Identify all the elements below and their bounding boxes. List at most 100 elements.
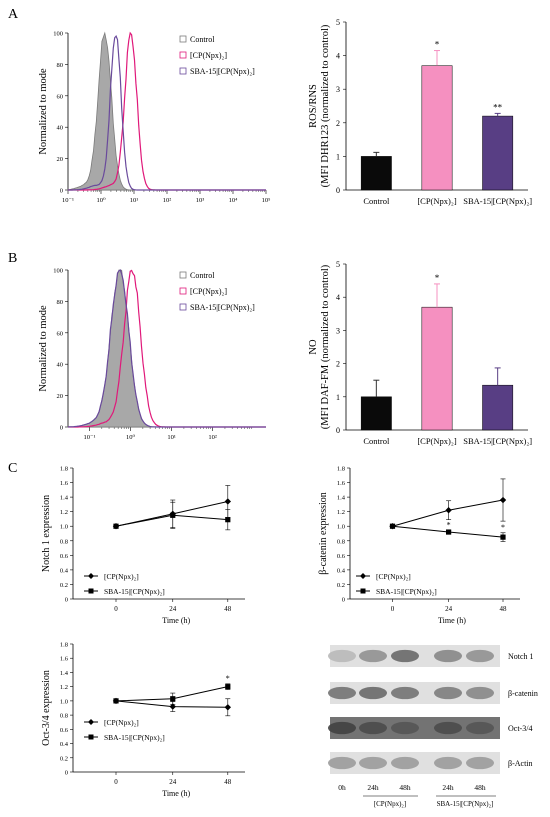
y-tick-label: 0.6 bbox=[337, 553, 346, 560]
blot-lane-label: 24h bbox=[442, 783, 454, 792]
y-axis-label: Notch 1 expression bbox=[41, 495, 52, 572]
blot-band bbox=[466, 721, 494, 735]
y-tick-label: 1.2 bbox=[60, 509, 68, 516]
x-category-label: Control bbox=[363, 196, 390, 206]
x-tick-label: 0 bbox=[391, 605, 395, 613]
y-tick-label: 0.8 bbox=[337, 538, 345, 545]
histogram-control bbox=[67, 269, 266, 428]
legend-label-control: Control bbox=[190, 271, 215, 280]
y-tick-label: 3 bbox=[336, 326, 340, 335]
legend-swatch-sba_cp_npx bbox=[179, 67, 187, 75]
y-tick-label: 0 bbox=[336, 426, 340, 435]
y-tick-label: 1.8 bbox=[60, 642, 68, 649]
y-axis-label: ROS/RNS bbox=[308, 84, 319, 128]
y-tick-label: 1.4 bbox=[60, 670, 69, 677]
blot-band bbox=[434, 721, 462, 735]
x-tick-label: 10² bbox=[208, 434, 217, 441]
x-tick-label: 0 bbox=[114, 778, 118, 786]
x-tick-label: 24 bbox=[445, 605, 453, 613]
y-tick-label: 1.6 bbox=[337, 480, 346, 487]
line-chart-beta-catenin: 0 0.2 0.4 0.6 0.8 1.0 1.2 1.4 1.6 1.8 0 24 48 Time (h… bbox=[318, 466, 520, 625]
bar-sba_cp_npx bbox=[482, 384, 514, 431]
y-tick-label: 1 bbox=[336, 152, 340, 161]
legend-label-sba_cp_npx: SBA-15|[CP(Npx)₂] bbox=[190, 303, 255, 312]
blot-band bbox=[359, 686, 387, 700]
legend-label-cp_npx: [CP(Npx)₂] bbox=[190, 51, 227, 60]
y-tick-label: 100 bbox=[53, 268, 63, 275]
line-chart-notch1: 0 0.2 0.4 0.6 0.8 1.0 1.2 1.4 1.6 1.8 0 24 48 Time (h… bbox=[41, 466, 245, 625]
y-tick-label: 0.4 bbox=[60, 567, 69, 574]
legend-marker-diamond bbox=[360, 573, 366, 579]
x-tick-label: 10¹ bbox=[167, 434, 176, 441]
y-axis-label-2: (MFI DAF-FM (normalized to control) bbox=[320, 264, 331, 429]
legend-label: [CP(Npx)₂] bbox=[376, 572, 411, 581]
data-point-diamond bbox=[499, 496, 507, 504]
y-tick-label: 20 bbox=[57, 393, 64, 400]
data-point-diamond bbox=[224, 498, 231, 505]
y-tick-label: 40 bbox=[57, 125, 64, 132]
bar-cp_npx bbox=[421, 306, 453, 431]
blot-band bbox=[434, 649, 462, 663]
x-tick-label: 48 bbox=[224, 778, 232, 786]
significance-mark: * bbox=[501, 523, 505, 532]
significance-mark: * bbox=[226, 674, 230, 683]
y-tick-label: 4 bbox=[336, 293, 340, 302]
x-tick-label: 48 bbox=[500, 605, 508, 613]
y-tick-label: 0 bbox=[336, 186, 340, 195]
y-tick-label: 1.2 bbox=[60, 684, 68, 691]
y-tick-label: 1.2 bbox=[337, 509, 345, 516]
data-point-diamond bbox=[169, 703, 176, 710]
histogram-sba_cp_npx bbox=[68, 34, 266, 191]
legend-label-sba_cp_npx: SBA-15|[CP(Npx)₂] bbox=[190, 67, 255, 76]
y-axis-label: Oct-3/4 expression bbox=[41, 670, 52, 746]
x-tick-label: 10¹ bbox=[130, 197, 139, 204]
blot-band bbox=[328, 686, 356, 700]
x-axis-label: Time (h) bbox=[162, 616, 190, 625]
y-tick-label: 0 bbox=[65, 597, 68, 604]
blot-band bbox=[466, 756, 494, 770]
blot-lane-label: 0h bbox=[338, 783, 346, 792]
legend-swatch-control bbox=[179, 35, 187, 43]
y-tick-label: 1.4 bbox=[337, 495, 346, 502]
x-category-label: Control bbox=[363, 436, 390, 446]
x-category-label: SBA-15|[CP(Npx)₂] bbox=[463, 196, 532, 206]
legend-label: SBA-15|[CP(Npx)₂] bbox=[104, 587, 165, 596]
legend-swatch-cp_npx bbox=[179, 51, 187, 59]
legend-marker-diamond bbox=[88, 573, 94, 579]
y-tick-label: 0.2 bbox=[337, 582, 345, 589]
legend-label-cp_npx: [CP(Npx)₂] bbox=[190, 287, 227, 296]
x-tick-label: 48 bbox=[224, 605, 232, 613]
y-tick-label: 1 bbox=[336, 393, 340, 402]
blot-band bbox=[391, 756, 419, 770]
x-axis-label: Time (h) bbox=[162, 789, 190, 798]
y-tick-label: 5 bbox=[336, 18, 340, 27]
legend-marker-diamond bbox=[88, 719, 94, 725]
blot-band bbox=[466, 686, 494, 700]
blot-lane-label: 24h bbox=[367, 783, 379, 792]
y-tick-label: 0.8 bbox=[60, 538, 68, 545]
y-tick-label: 0.8 bbox=[60, 713, 68, 720]
x-tick-label: 0 bbox=[114, 605, 118, 613]
blot-band bbox=[391, 649, 419, 663]
data-point-square bbox=[389, 523, 396, 529]
blot-protein-label: Notch 1 bbox=[508, 652, 534, 661]
y-tick-label: 1.0 bbox=[60, 524, 68, 531]
y-tick-label: 0.4 bbox=[337, 567, 346, 574]
histogram-b: 0 20 40 60 80 100 10⁻¹ 10⁰ 10¹ 10² Normalized to m… bbox=[38, 268, 266, 441]
y-tick-label: 1.6 bbox=[60, 656, 69, 663]
legend-label-control: Control bbox=[190, 35, 215, 44]
y-tick-label: 0 bbox=[60, 425, 63, 432]
x-tick-label: 24 bbox=[169, 778, 177, 786]
y-tick-label: 80 bbox=[57, 62, 64, 69]
y-tick-label: 0 bbox=[60, 188, 63, 195]
y-tick-label: 1.8 bbox=[337, 466, 345, 473]
y-tick-label: 1.8 bbox=[60, 466, 68, 473]
x-tick-label: 10³ bbox=[196, 197, 205, 204]
histogram-control bbox=[67, 31, 266, 191]
y-tick-label: 80 bbox=[57, 299, 64, 306]
y-tick-label: 2 bbox=[336, 119, 340, 128]
x-tick-label: 10⁴ bbox=[229, 197, 239, 204]
y-tick-label: 2 bbox=[336, 360, 340, 369]
x-category-label: SBA-15|[CP(Npx)₂] bbox=[463, 436, 532, 446]
